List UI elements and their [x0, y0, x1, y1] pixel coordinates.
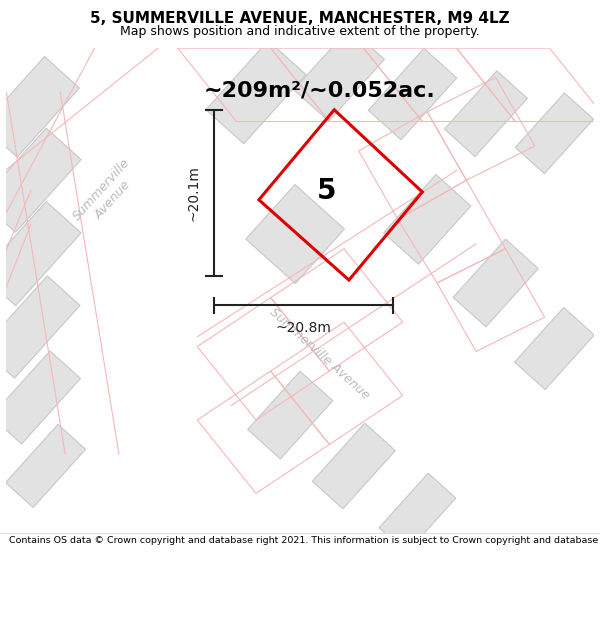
Polygon shape — [445, 71, 527, 156]
Polygon shape — [0, 201, 81, 306]
Text: Map shows position and indicative extent of the property.: Map shows position and indicative extent… — [120, 24, 480, 38]
Polygon shape — [383, 174, 471, 264]
Text: Summerville
Avenue: Summerville Avenue — [71, 156, 144, 234]
Polygon shape — [248, 371, 333, 459]
Text: 5: 5 — [317, 176, 336, 204]
Text: ~20.1m: ~20.1m — [186, 165, 200, 221]
Polygon shape — [197, 171, 457, 430]
Text: 5, SUMMERVILLE AVENUE, MANCHESTER, M9 4LZ: 5, SUMMERVILLE AVENUE, MANCHESTER, M9 4L… — [90, 11, 510, 26]
Polygon shape — [515, 308, 594, 389]
Polygon shape — [453, 239, 538, 327]
Polygon shape — [379, 473, 456, 552]
Text: ~20.8m: ~20.8m — [275, 321, 331, 335]
Polygon shape — [0, 351, 80, 444]
Text: Contains OS data © Crown copyright and database right 2021. This information is : Contains OS data © Crown copyright and d… — [9, 536, 600, 545]
Polygon shape — [294, 28, 385, 121]
Polygon shape — [0, 276, 80, 378]
Polygon shape — [0, 57, 79, 157]
Polygon shape — [0, 4, 232, 254]
Polygon shape — [515, 93, 593, 174]
Polygon shape — [5, 424, 86, 508]
Polygon shape — [313, 423, 395, 509]
Polygon shape — [246, 184, 344, 284]
Text: ~209m²/~0.052ac.: ~209m²/~0.052ac. — [203, 80, 436, 100]
Polygon shape — [0, 128, 81, 232]
Text: Summerville Avenue: Summerville Avenue — [267, 305, 372, 402]
Polygon shape — [206, 41, 306, 144]
Polygon shape — [368, 49, 457, 140]
